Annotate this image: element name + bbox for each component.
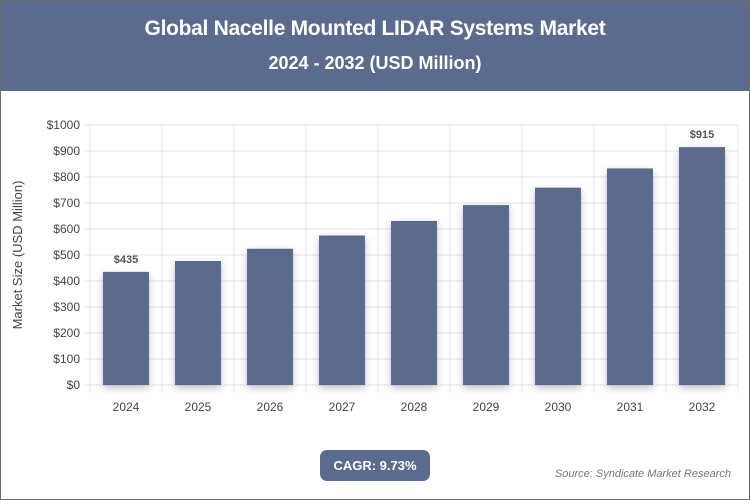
x-tick-label: 2026: [257, 400, 284, 414]
chart-title: Global Nacelle Mounted LIDAR Systems Mar…: [144, 17, 606, 40]
y-tick-label: $600: [53, 222, 80, 236]
x-tick-label: 2025: [185, 400, 212, 414]
y-tick-label: $800: [53, 170, 80, 184]
y-tick-label: $700: [53, 196, 80, 210]
x-tick-label: 2028: [401, 400, 428, 414]
bar-2025: [175, 260, 221, 385]
bar-2032: [679, 147, 725, 385]
y-tick-label: $1000: [47, 118, 81, 132]
chart-subtitle: 2024 - 2032 (USD Million): [268, 53, 482, 73]
bar-2031: [607, 168, 653, 385]
x-tick-label: 2024: [113, 400, 140, 414]
x-tick-label: 2031: [617, 400, 644, 414]
y-tick-label: $0: [67, 378, 81, 392]
bar-2024: [103, 271, 149, 385]
source-note: Source: Syndicate Market Research: [554, 468, 731, 480]
bar-2026: [247, 248, 293, 385]
y-tick-label: $500: [53, 248, 80, 262]
data-label: $435: [114, 254, 138, 266]
bar-2030: [535, 187, 581, 385]
y-tick-label: $300: [53, 300, 80, 314]
chart-header: Global Nacelle Mounted LIDAR Systems Mar…: [1, 1, 749, 91]
data-label: $915: [690, 129, 714, 141]
y-tick-label: $200: [53, 326, 80, 340]
y-tick-label: $400: [53, 274, 80, 288]
y-tick-label: $900: [53, 144, 80, 158]
x-tick-label: 2029: [473, 400, 500, 414]
bar-2028: [391, 220, 437, 385]
x-tick-label: 2030: [545, 400, 572, 414]
y-axis-label: Market Size (USD Million): [10, 181, 25, 330]
cagr-badge: CAGR: 9.73%: [320, 450, 430, 481]
x-tick-label: 2032: [689, 400, 716, 414]
x-tick-label: 2027: [329, 400, 356, 414]
bar-2029: [463, 205, 509, 385]
y-tick-label: $100: [53, 352, 80, 366]
bar-2027: [319, 235, 365, 385]
